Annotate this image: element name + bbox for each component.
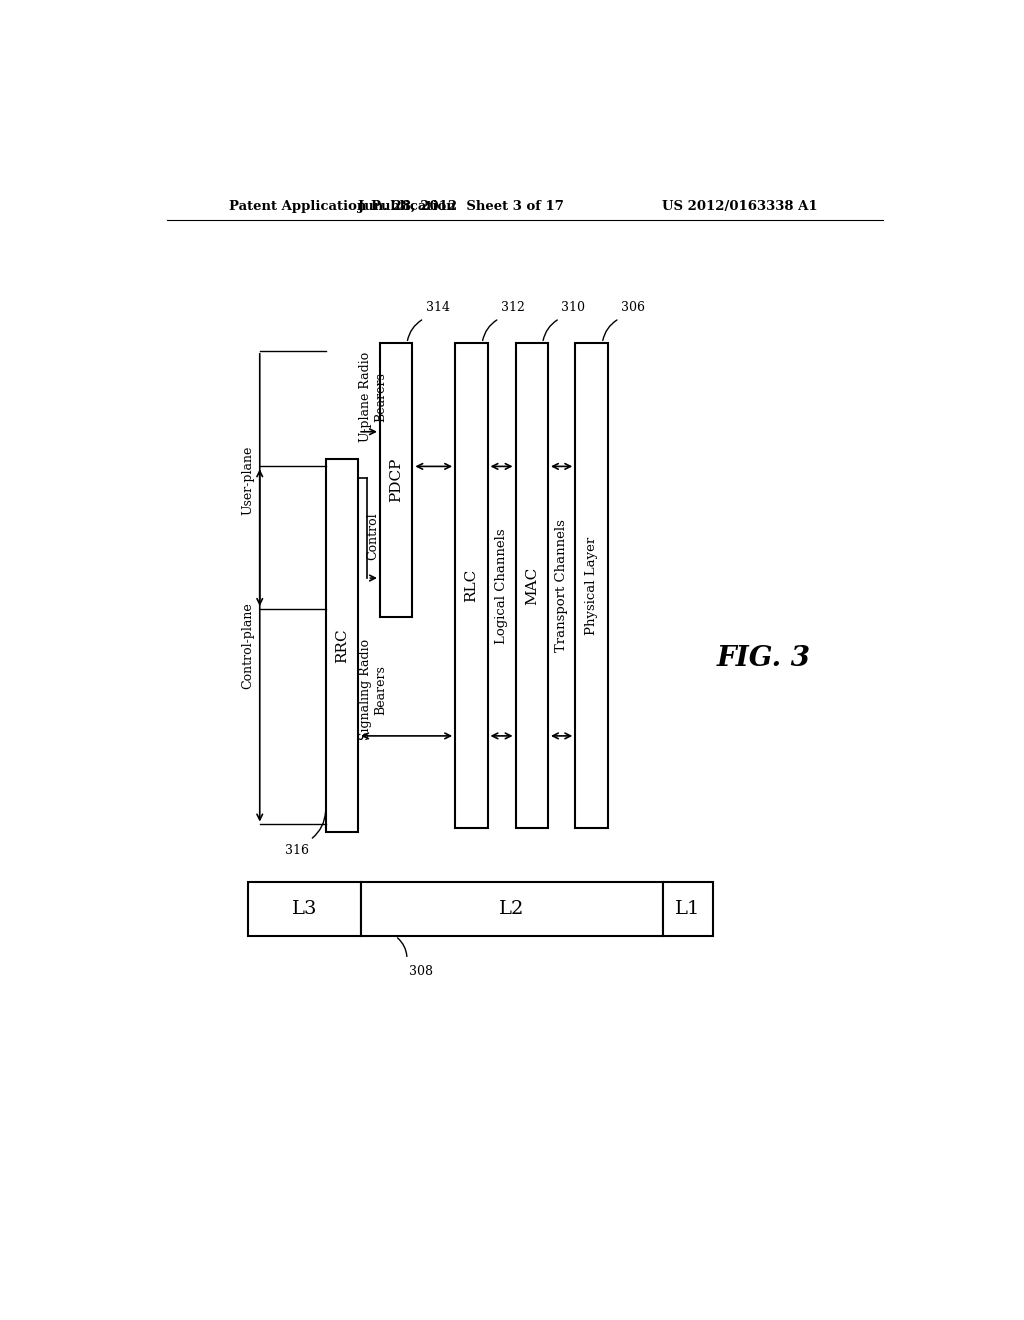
Bar — [380, 343, 413, 616]
Bar — [326, 459, 358, 832]
Text: L3: L3 — [292, 900, 317, 919]
Text: 314: 314 — [426, 301, 450, 314]
Bar — [248, 882, 360, 936]
Text: User-plane: User-plane — [242, 445, 255, 515]
Text: Signaling Radio
Bearers: Signaling Radio Bearers — [358, 639, 387, 741]
Text: Control-plane: Control-plane — [242, 602, 255, 689]
Bar — [455, 343, 487, 829]
Bar — [515, 343, 548, 829]
Bar — [575, 343, 607, 829]
Text: RRC: RRC — [335, 628, 349, 663]
Text: L2: L2 — [499, 900, 524, 919]
Text: US 2012/0163338 A1: US 2012/0163338 A1 — [663, 199, 818, 213]
Text: 310: 310 — [561, 301, 586, 314]
Text: Transport Channels: Transport Channels — [555, 519, 568, 652]
Text: Logical Channels: Logical Channels — [495, 528, 508, 644]
Text: 308: 308 — [409, 965, 432, 978]
Text: PDCP: PDCP — [389, 458, 403, 502]
Text: FIG. 3: FIG. 3 — [717, 645, 811, 672]
Text: 306: 306 — [621, 301, 645, 314]
Bar — [360, 882, 663, 936]
Text: 316: 316 — [285, 843, 308, 857]
Text: Control: Control — [367, 512, 380, 560]
Text: L1: L1 — [675, 900, 700, 919]
Text: Jun. 28, 2012  Sheet 3 of 17: Jun. 28, 2012 Sheet 3 of 17 — [358, 199, 564, 213]
Text: Patent Application Publication: Patent Application Publication — [228, 199, 456, 213]
Text: MAC: MAC — [524, 566, 539, 605]
Text: RLC: RLC — [464, 569, 478, 602]
Bar — [663, 882, 713, 936]
Text: Physical Layer: Physical Layer — [585, 537, 598, 635]
Text: 312: 312 — [501, 301, 524, 314]
Text: U-plane Radio
Bearers: U-plane Radio Bearers — [358, 352, 387, 442]
